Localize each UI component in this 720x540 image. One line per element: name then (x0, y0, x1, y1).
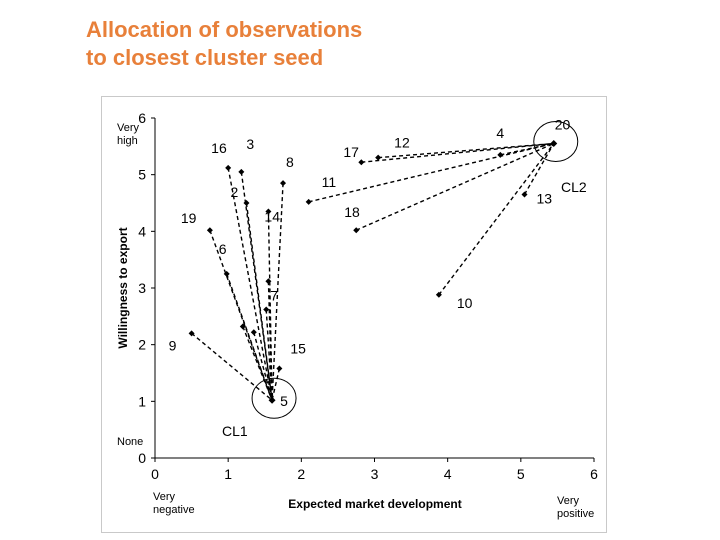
data-point (188, 330, 195, 337)
data-point (238, 168, 245, 175)
data-point (375, 154, 382, 161)
allocation-line (523, 143, 555, 195)
y-end-label-high: Very (117, 122, 140, 134)
allocation-line (378, 142, 554, 159)
allocation-line (267, 281, 273, 401)
data-point (276, 365, 283, 372)
x-end-label-high: Very (557, 495, 580, 507)
point-label: 10 (457, 295, 473, 311)
y-tick-label: 0 (138, 450, 146, 466)
point-label: 9 (169, 337, 177, 353)
x-tick-label: 3 (371, 466, 379, 482)
x-tick-label: 0 (151, 466, 159, 482)
allocation-line (500, 142, 554, 156)
y-tick-label: 3 (138, 280, 146, 296)
point-label: 6 (219, 241, 227, 257)
data-point (225, 164, 232, 171)
allocation-line (271, 183, 284, 401)
point-label: 19 (181, 210, 197, 226)
x-tick-label: 1 (224, 466, 232, 482)
data-point (358, 159, 365, 166)
allocation-line (242, 326, 273, 401)
data-point (239, 323, 246, 330)
allocation-line (245, 202, 273, 401)
point-label: 8 (286, 154, 294, 170)
page-title-line-1: Allocation of observations (86, 17, 363, 42)
data-point (265, 208, 272, 215)
allocation-line (361, 142, 554, 163)
point-label: 3 (246, 136, 254, 152)
point-label: 12 (394, 135, 410, 151)
y-axis-label: Willingness to export (116, 227, 130, 348)
x-axis-label: Expected market development (288, 497, 461, 511)
x-tick-label: 2 (297, 466, 305, 482)
data-point (250, 329, 257, 336)
y-end-label-low: None (117, 436, 143, 448)
y-tick-label: 1 (138, 393, 146, 409)
x-tick-label: 5 (517, 466, 525, 482)
point-label: 13 (536, 191, 552, 207)
x-end-label-low: Very (153, 491, 176, 503)
page-title-line-2: to closest cluster seed (86, 45, 324, 70)
x-end-label-low: negative (153, 504, 195, 516)
data-point (305, 198, 312, 205)
data-point (353, 227, 360, 234)
point-label: 11 (322, 174, 337, 190)
point-label: 18 (344, 204, 360, 220)
allocation-line (240, 171, 273, 401)
point-label: 4 (496, 125, 504, 141)
allocation-line (265, 309, 273, 401)
data-point (280, 180, 287, 187)
data-point (435, 291, 442, 298)
point-label: 14 (264, 209, 280, 225)
data-point (206, 227, 213, 234)
point-label: 17 (343, 144, 359, 160)
cluster-label-cl2: CL2 (561, 179, 587, 195)
point-label: 20 (555, 117, 571, 133)
allocation-line (227, 167, 273, 401)
data-point (263, 306, 270, 313)
seed-point (550, 140, 558, 147)
point-label: 2 (230, 184, 238, 200)
y-end-label-high: high (117, 135, 138, 147)
y-tick-label: 5 (138, 167, 146, 183)
x-tick-label: 6 (590, 466, 598, 482)
allocation-line (438, 143, 555, 296)
point-label: 15 (290, 340, 306, 356)
allocation-line (191, 332, 273, 401)
allocation-line (253, 332, 273, 401)
y-tick-label: 6 (138, 110, 146, 126)
allocation-line (355, 142, 555, 231)
seed-circle (251, 377, 297, 419)
page-title: Allocation of observations to closest cl… (86, 16, 362, 72)
point-label: 5 (280, 393, 288, 409)
seed-point (268, 396, 276, 404)
chart-frame (101, 96, 607, 533)
data-point (521, 191, 528, 198)
seed-circle (533, 121, 579, 162)
data-point (265, 278, 272, 285)
point-label: 7 (270, 288, 278, 304)
data-point (243, 200, 250, 206)
x-end-label-high: positive (557, 508, 594, 520)
allocation-line (271, 368, 281, 401)
cluster-label-cl1: CL1 (222, 423, 248, 439)
x-tick-label: 4 (444, 466, 452, 482)
y-tick-label: 2 (138, 337, 146, 353)
data-point (497, 151, 504, 158)
allocation-line (209, 229, 273, 401)
allocation-line (226, 273, 273, 401)
data-point (223, 270, 230, 277)
y-tick-label: 4 (138, 223, 146, 239)
point-label: 16 (211, 140, 227, 156)
